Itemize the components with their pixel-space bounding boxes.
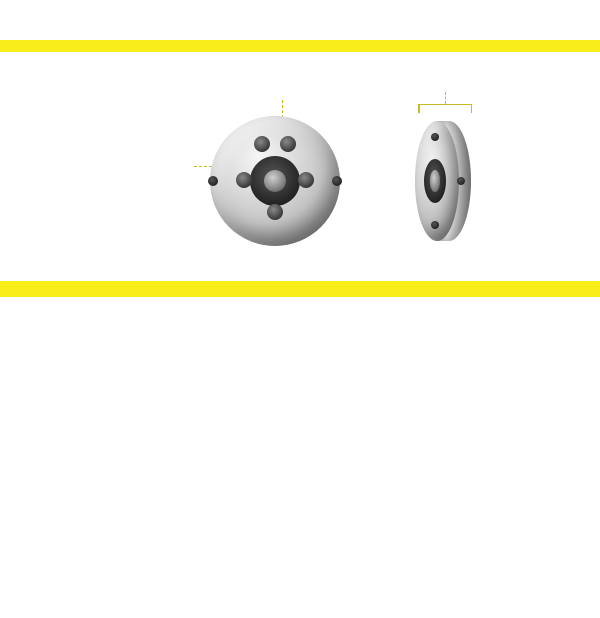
col-thickness	[145, 281, 240, 297]
die-center-hole	[250, 156, 300, 206]
die-flute	[298, 172, 314, 188]
die-set-screw-hole	[332, 176, 342, 186]
die-flute	[280, 136, 296, 152]
die-flute	[267, 204, 283, 220]
spec-table	[0, 281, 600, 297]
die-side-set-screw	[457, 177, 465, 185]
die-side-center	[424, 159, 446, 203]
die-flute	[254, 136, 270, 152]
die-side-flute	[431, 221, 439, 229]
die-side	[415, 121, 471, 241]
thickness-bracket	[418, 104, 472, 105]
die-set-screw-hole	[208, 176, 218, 186]
spec-table-head	[0, 281, 600, 297]
die-front	[210, 116, 340, 246]
die-flute	[236, 172, 252, 188]
attribute-header	[0, 18, 600, 66]
col-size	[0, 281, 70, 297]
col-pitch	[365, 281, 485, 297]
col-outer-diameter	[240, 281, 365, 297]
die-side-flute	[431, 133, 439, 141]
diagram-area	[0, 66, 600, 281]
col-weight	[70, 281, 145, 297]
col-thread-spec	[485, 281, 600, 297]
spec-table-header-row	[0, 281, 600, 297]
leader-thickness	[445, 92, 446, 104]
attribute-accent-bar	[0, 40, 600, 52]
